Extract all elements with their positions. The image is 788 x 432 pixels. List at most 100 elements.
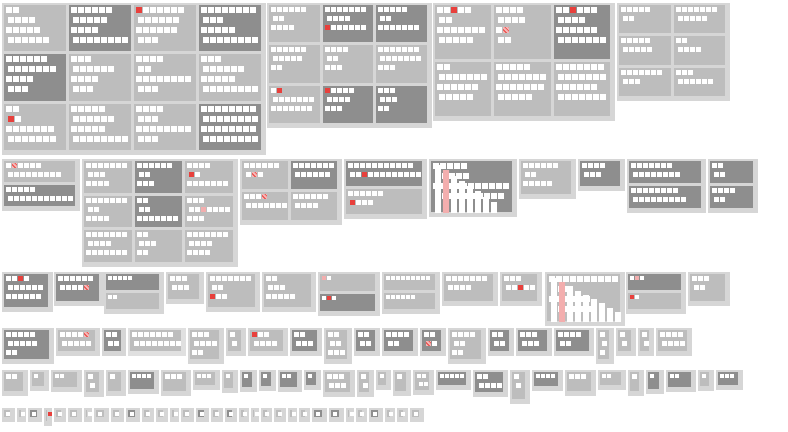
matrix-cell [80,115,86,122]
matrix-cell [398,56,404,62]
matrix-cell [649,163,654,168]
matrix-cell [238,37,244,43]
matrix-cell [446,276,451,281]
matrix-cell [535,181,540,186]
matrix-cell [600,332,605,337]
matrix-cell [87,37,93,43]
matrix-cell [470,332,475,337]
matrix-cell [447,183,453,189]
matrix-cell [27,56,33,63]
matrix-cell [368,172,373,177]
matrix-block [314,410,322,417]
matrix-cell [378,163,383,168]
matrix-cell [195,206,201,212]
matrix-cell [555,84,562,90]
matrix-cell [224,115,230,122]
matrix-cell [6,332,11,337]
matrix-cell [229,7,235,13]
matrix-cell [187,250,193,256]
matrix-cell [326,96,332,102]
matrix-block [600,372,621,385]
matrix-cell [714,197,719,202]
matrix-cell [307,203,312,208]
matrix-cell [702,374,706,378]
matrix-cell [171,76,177,83]
matrix-cell [273,96,278,102]
matrix-cell [295,105,300,111]
matrix-cell [426,276,430,280]
matrix-cell [450,374,454,378]
matrix-cell [87,115,93,122]
matrix-panel [369,408,383,422]
matrix-cell [458,27,464,33]
matrix-cell [316,412,320,416]
matrix-cell [576,332,581,337]
matrix-panel [226,328,246,356]
matrix-cell [50,66,56,73]
matrix-cell [724,188,729,193]
matrix-cell [231,115,237,122]
matrix-cell [24,163,29,168]
matrix-cell [88,172,93,177]
matrix-block [384,330,413,351]
matrix-cell [8,341,13,346]
matrix-cell [210,37,216,43]
matrix-block [710,161,753,183]
matrix-block [253,410,259,417]
matrix-cell [329,163,334,168]
matrix-cell [643,188,648,193]
matrix-block [69,103,131,150]
matrix-cell [444,84,450,90]
matrix-block [521,161,571,194]
matrix-cell [576,27,583,33]
matrix-cell [562,27,569,33]
matrix-cell [466,285,471,290]
matrix-block [134,161,183,193]
matrix-cell [208,76,214,83]
matrix-cell [458,276,463,281]
matrix-cell [693,7,699,12]
matrix-cell [287,374,291,378]
matrix-cell [101,37,107,43]
matrix-cell [201,125,207,132]
matrix-cell [101,17,107,23]
matrix-cell [460,37,466,43]
matrix-block [619,36,671,65]
matrix-cell [605,276,611,282]
matrix-cell [655,188,660,193]
matrix-cell [171,27,177,33]
matrix-cell [631,163,636,168]
matrix-cell [637,163,642,168]
matrix-cell [396,276,400,280]
matrix-cell [588,163,593,168]
matrix-cell [583,294,589,322]
matrix-cell [217,135,223,142]
matrix-cell [84,332,89,337]
matrix-cell [443,170,449,213]
matrix-cell [570,332,575,337]
matrix-block [53,372,77,387]
matrix-cell [270,203,275,208]
matrix-cell [718,163,723,168]
matrix-cell [522,341,527,346]
matrix-cell [348,87,354,93]
matrix-cell [159,17,165,23]
matrix-cell [660,332,665,337]
matrix-cell [444,27,450,33]
matrix-cell [491,193,497,199]
matrix-cell [229,412,233,416]
matrix-panel [54,272,104,306]
matrix-cell [143,105,149,112]
matrix-cell [575,374,580,379]
matrix-cell [392,332,397,337]
matrix-cell [350,412,354,416]
matrix-cell [564,17,571,23]
matrix-cell [211,232,217,238]
matrix-cell [384,47,390,53]
matrix-panel [239,408,249,422]
matrix-block [261,372,271,386]
matrix-cell [43,135,49,142]
matrix-cell [164,125,170,132]
matrix-cell [569,7,576,13]
matrix-cell [482,183,488,189]
